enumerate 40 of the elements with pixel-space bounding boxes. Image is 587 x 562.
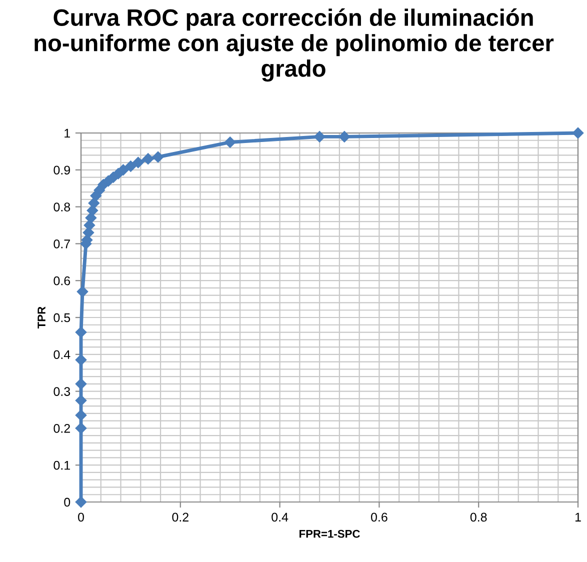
y-tick-label: 0.6 <box>54 276 70 286</box>
x-tick-label: 0.4 <box>272 512 288 522</box>
x-tick-label: 0.2 <box>172 512 188 522</box>
y-tick-label: 0.3 <box>54 387 70 396</box>
y-tick-label: 0.5 <box>54 313 70 322</box>
y-tick-label: 0 <box>64 498 70 507</box>
point <box>88 198 100 209</box>
point <box>75 394 87 406</box>
x-axis-title: FPR=1-SPC <box>300 530 360 538</box>
point <box>314 131 326 142</box>
point <box>338 131 350 142</box>
point <box>75 378 87 390</box>
point <box>84 220 96 231</box>
y-tick-label: 1 <box>64 128 70 138</box>
point <box>75 496 87 508</box>
y-tick-label: 0.9 <box>54 166 70 175</box>
y-tick-label: 0.2 <box>54 424 70 433</box>
y-tick-label: 0.8 <box>54 202 70 212</box>
point <box>85 212 97 224</box>
point <box>75 422 87 434</box>
y-tick-label: 0.4 <box>54 350 70 360</box>
y-axis-title: TPR <box>38 306 46 328</box>
x-tick-label: 0.6 <box>371 512 388 522</box>
point <box>224 136 236 148</box>
point <box>572 127 584 139</box>
y-tick-label: 0.7 <box>54 240 70 248</box>
point <box>125 160 136 172</box>
x-tick-label: 0 <box>78 512 84 522</box>
chart-title: Curva ROC para corrección de iluminación no-uniforme con ajuste de polinomio de tercer grado <box>34 8 554 82</box>
y-tick-label: 0.1 <box>54 460 70 470</box>
point <box>118 164 129 176</box>
x-tick-label: 0.8 <box>470 512 487 522</box>
point <box>76 286 88 298</box>
point <box>152 151 164 163</box>
point <box>75 326 87 338</box>
point <box>75 354 87 366</box>
point <box>132 156 144 168</box>
point <box>142 153 154 164</box>
point <box>75 410 87 421</box>
x-tick-label: 1 <box>575 512 581 522</box>
